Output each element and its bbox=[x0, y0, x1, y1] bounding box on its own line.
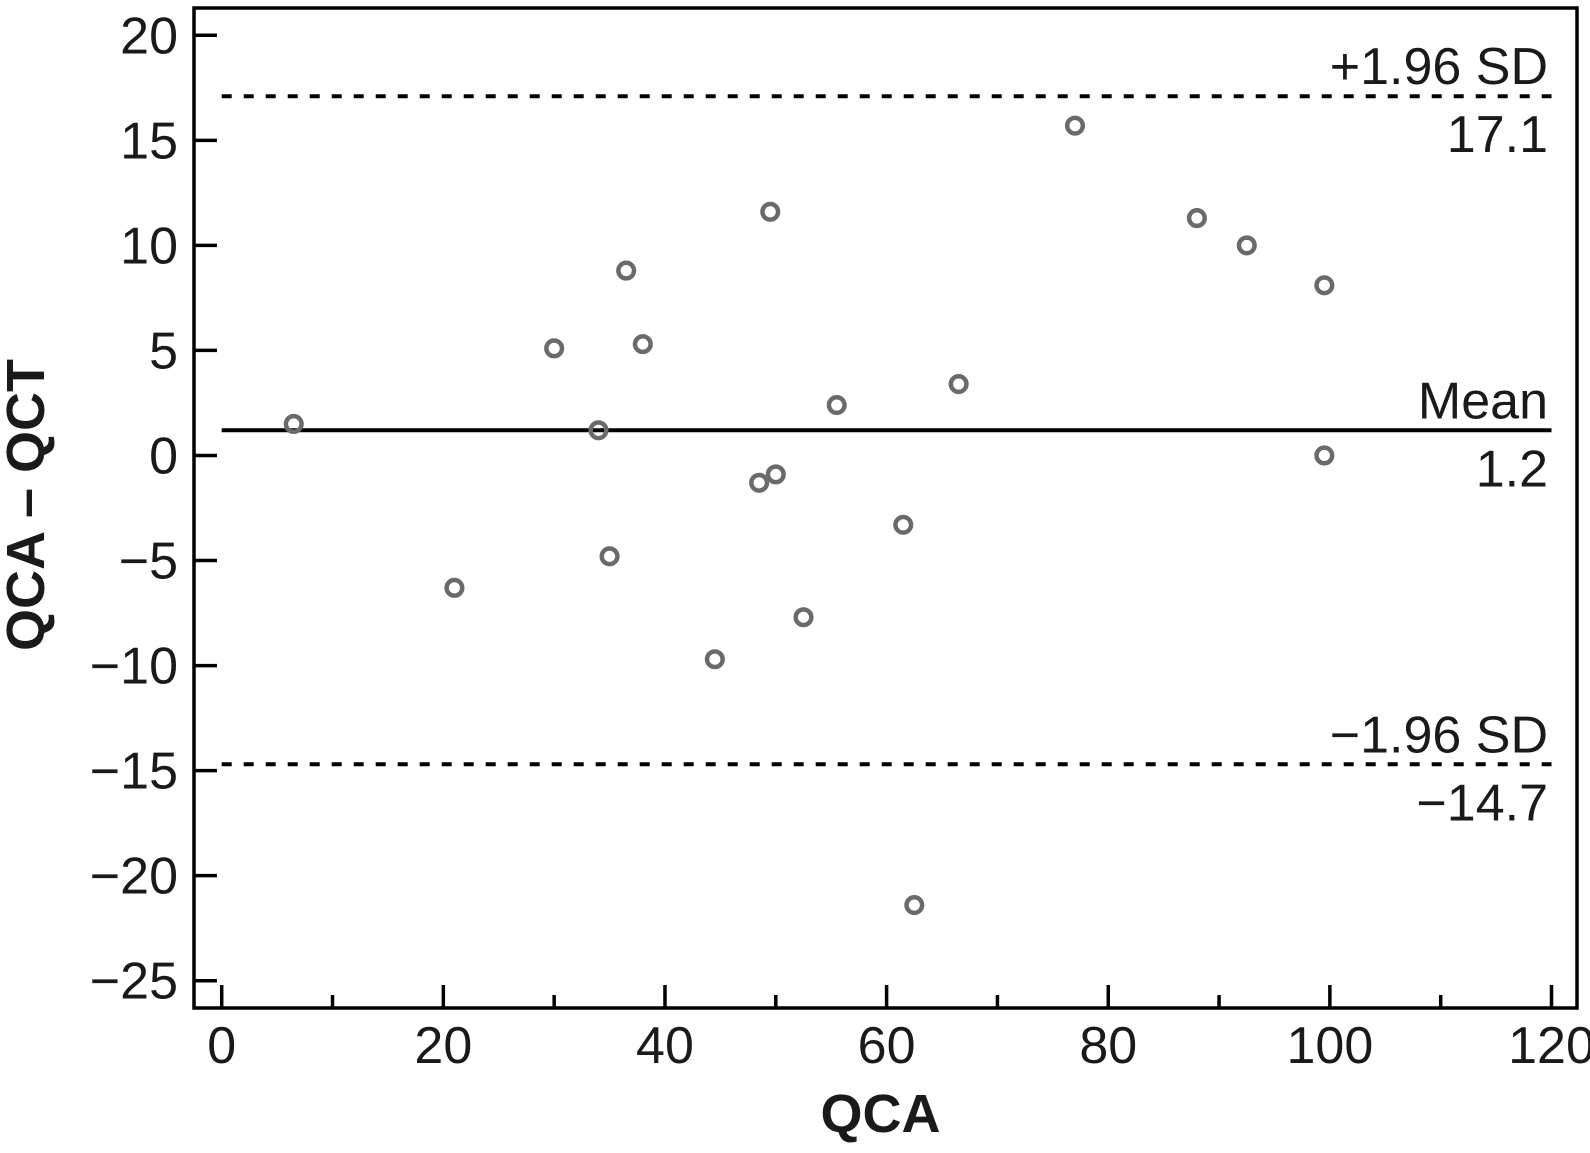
y-tick-label: −5 bbox=[119, 533, 178, 591]
x-tick-label: 0 bbox=[207, 1017, 236, 1075]
data-point bbox=[283, 413, 304, 435]
data-point bbox=[904, 895, 925, 916]
data-point bbox=[760, 201, 781, 222]
data-point bbox=[749, 472, 770, 493]
x-tick-label: 60 bbox=[858, 1017, 916, 1075]
y-tick-label: −25 bbox=[90, 953, 178, 1011]
data-point bbox=[616, 260, 637, 281]
x-axis-title: QCA bbox=[821, 1084, 941, 1144]
data-point bbox=[1064, 115, 1086, 136]
data-point bbox=[948, 374, 969, 395]
data-point bbox=[1186, 208, 1207, 229]
y-tick-label: 20 bbox=[120, 7, 178, 65]
data-point bbox=[1236, 235, 1257, 256]
upper-loa-value: 17.1 bbox=[1447, 106, 1548, 164]
x-tick-label: 40 bbox=[636, 1017, 694, 1075]
lower-loa-value: −14.7 bbox=[1416, 774, 1548, 832]
data-point bbox=[544, 338, 565, 359]
y-tick-label: −15 bbox=[90, 743, 178, 801]
y-tick-label: −20 bbox=[90, 848, 178, 906]
data-point bbox=[793, 607, 814, 628]
x-tick-label: 120 bbox=[1508, 1017, 1590, 1075]
data-point bbox=[1314, 275, 1335, 296]
y-tick-label: 0 bbox=[149, 427, 178, 485]
data-point bbox=[704, 649, 725, 670]
data-point bbox=[893, 514, 914, 535]
lower-loa-label: −1.96 SD bbox=[1330, 706, 1548, 764]
plot-frame bbox=[192, 6, 1579, 1010]
y-tick-label: −10 bbox=[90, 638, 178, 696]
data-point bbox=[599, 546, 620, 567]
x-tick-label: 100 bbox=[1286, 1017, 1373, 1075]
data-point bbox=[588, 420, 609, 441]
x-tick-label: 20 bbox=[414, 1017, 472, 1075]
data-point bbox=[1314, 445, 1335, 466]
y-tick-label: 5 bbox=[149, 322, 178, 380]
upper-loa-label: +1.96 SD bbox=[1330, 38, 1548, 96]
y-axis-title: QCA – QCT bbox=[0, 359, 56, 651]
mean-label: Mean bbox=[1418, 372, 1548, 430]
x-tick-label: 80 bbox=[1079, 1017, 1137, 1075]
data-point bbox=[632, 334, 653, 355]
y-tick-label: 15 bbox=[120, 112, 178, 170]
mean-value: 1.2 bbox=[1476, 440, 1548, 498]
data-point bbox=[444, 577, 465, 598]
data-point bbox=[765, 464, 786, 485]
y-tick-label: 10 bbox=[120, 217, 178, 275]
data-point bbox=[826, 395, 847, 416]
